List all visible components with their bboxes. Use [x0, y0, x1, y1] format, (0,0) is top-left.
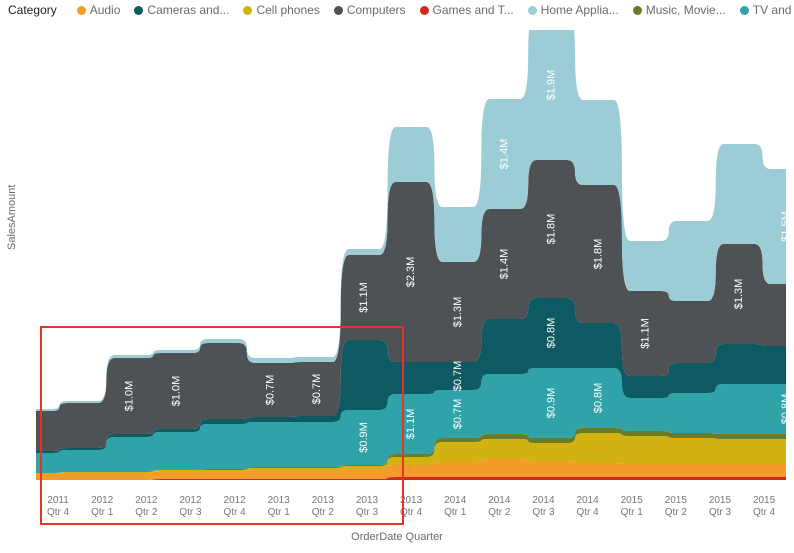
x-tick: 2012Qtr 4 [213, 495, 257, 527]
x-axis-ticks: 2011Qtr 42012Qtr 12012Qtr 22012Qtr 32012… [36, 495, 786, 527]
data-label: $0.7M [452, 399, 464, 430]
legend-swatch [77, 6, 86, 15]
legend-item-cell[interactable]: Cell phones [243, 3, 319, 17]
data-label: $0.7M [311, 374, 323, 405]
x-tick: 2013Qtr 2 [301, 495, 345, 527]
data-label: $1.3M [452, 297, 464, 328]
legend-item-games[interactable]: Games and T... [420, 3, 514, 17]
data-label: $1.5M [780, 211, 786, 242]
data-label: $1.0M [124, 381, 136, 412]
legend-swatch [134, 6, 143, 15]
data-label: $0.8M [592, 383, 604, 414]
legend-swatch [334, 6, 343, 15]
x-axis-label: OrderDate Quarter [351, 531, 443, 543]
y-axis-label: SalesAmount [6, 185, 18, 250]
data-label: $1.3M [733, 279, 745, 310]
data-label: $1.4M [499, 249, 511, 280]
x-tick: 2014Qtr 3 [521, 495, 565, 527]
legend-label: Home Applia... [541, 3, 619, 17]
legend: Category Audio Cameras and... Cell phones C… [0, 0, 794, 17]
x-tick: 2014Qtr 1 [433, 495, 477, 527]
legend-label: TV and Video [753, 3, 794, 17]
legend-swatch [740, 6, 749, 15]
data-label: $1.1M [358, 282, 370, 313]
legend-label: Games and T... [433, 3, 514, 17]
data-label: $1.8M [546, 214, 558, 245]
x-tick: 2015Qtr 2 [654, 495, 698, 527]
data-label: $1.1M [639, 318, 651, 349]
data-label: $0.9M [546, 388, 558, 419]
data-label: $0.7M [452, 361, 464, 392]
data-label: $0.8M [780, 394, 786, 425]
x-tick: 2015Qtr 3 [698, 495, 742, 527]
data-label: $0.7M [264, 375, 276, 406]
x-tick: 2011Qtr 4 [36, 495, 80, 527]
data-label: $0.9M [358, 422, 370, 453]
x-tick: 2012Qtr 1 [80, 495, 124, 527]
x-tick: 2012Qtr 3 [168, 495, 212, 527]
legend-item-tv[interactable]: TV and Video [740, 3, 794, 17]
legend-item-cameras[interactable]: Cameras and... [134, 3, 229, 17]
data-label: $1.4M [499, 139, 511, 170]
data-label: $0.8M [546, 318, 558, 349]
legend-item-audio[interactable]: Audio [77, 3, 121, 17]
x-tick: 2014Qtr 2 [477, 495, 521, 527]
legend-label: Cell phones [256, 3, 319, 17]
data-label: $1.9M [546, 70, 558, 101]
legend-label: Music, Movie... [646, 3, 726, 17]
x-tick: 2013Qtr 4 [389, 495, 433, 527]
data-label: $1.1M [405, 409, 417, 440]
x-tick: 2015Qtr 1 [610, 495, 654, 527]
legend-swatch [528, 6, 537, 15]
legend-swatch [420, 6, 429, 15]
x-tick: 2013Qtr 1 [257, 495, 301, 527]
legend-title: Category [8, 3, 57, 17]
legend-swatch [633, 6, 642, 15]
x-tick: 2012Qtr 2 [124, 495, 168, 527]
x-tick: 2013Qtr 3 [345, 495, 389, 527]
legend-item-home[interactable]: Home Applia... [528, 3, 619, 17]
data-label: $2.3M [405, 257, 417, 288]
x-tick: 2014Qtr 4 [566, 495, 610, 527]
legend-item-music[interactable]: Music, Movie... [633, 3, 726, 17]
legend-item-computers[interactable]: Computers [334, 3, 406, 17]
legend-label: Cameras and... [147, 3, 229, 17]
legend-label: Computers [347, 3, 406, 17]
chart-plot: $1.0M $1.0M $0.7M $0.7M $1.1M $2.3M $1.3M $1.4M… [36, 30, 786, 493]
x-tick: 2015Qtr 4 [742, 495, 786, 527]
data-label: $1.0M [171, 376, 183, 407]
data-label: $1.8M [592, 239, 604, 270]
legend-swatch [243, 6, 252, 15]
legend-label: Audio [90, 3, 121, 17]
